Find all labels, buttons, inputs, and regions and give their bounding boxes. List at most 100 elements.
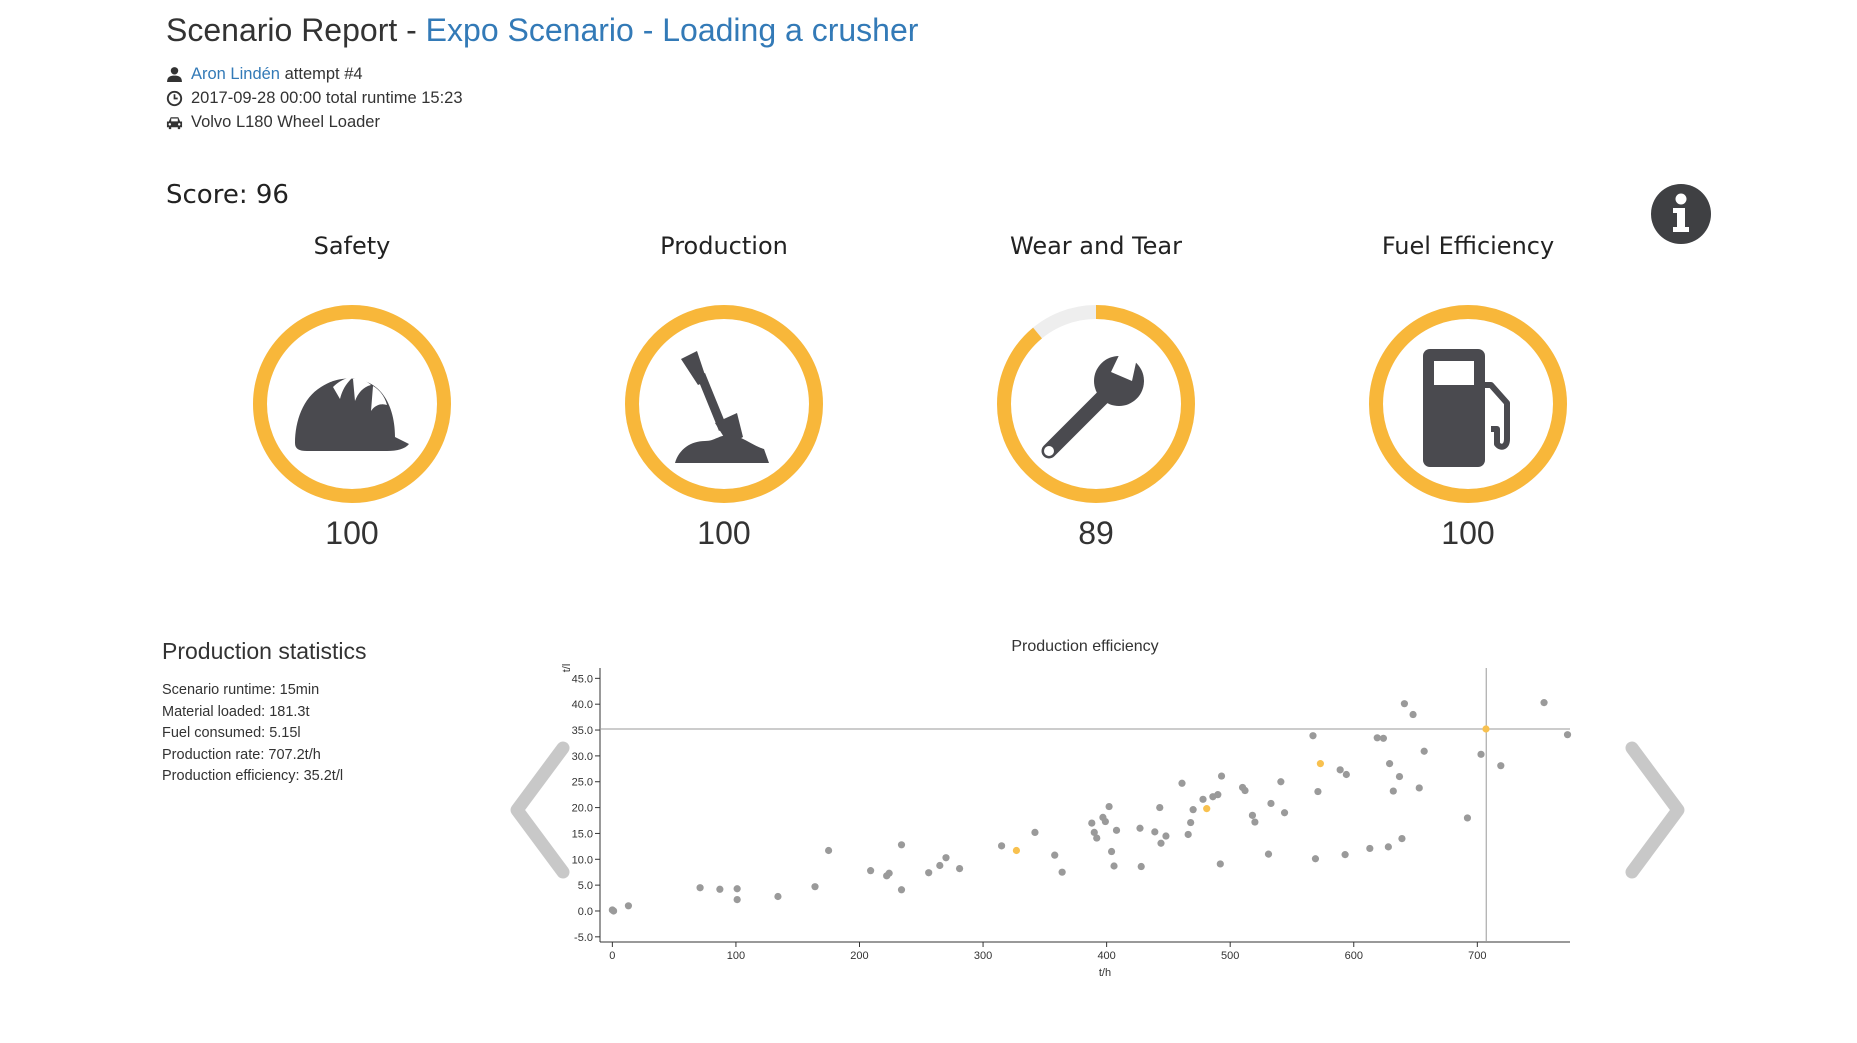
data-point <box>1398 835 1406 843</box>
data-point <box>1101 817 1109 826</box>
category-safety: Safety 100 <box>202 228 502 552</box>
x-tick-label: 600 <box>1345 950 1363 962</box>
data-point <box>1090 828 1098 836</box>
score-ring <box>253 305 451 503</box>
data-point <box>733 896 741 904</box>
attempt-label: attempt #4 <box>284 65 363 83</box>
data-point <box>1178 779 1186 787</box>
data-point <box>1497 762 1505 770</box>
production-statistics-title: Production statistics <box>162 638 367 664</box>
data-point <box>1031 828 1039 836</box>
data-point <box>942 854 950 862</box>
data-point <box>1314 787 1322 796</box>
production-efficiency-chart: Production efficiency t/h t/l 0 100 200 300… <box>561 638 1572 979</box>
data-point <box>1280 809 1289 817</box>
scenario-link[interactable]: Expo Scenario - Loading a crusher <box>425 12 919 48</box>
data-point <box>1264 850 1273 858</box>
data-point <box>1409 710 1417 719</box>
stat-material-loaded: Material loaded: 181.3t <box>162 703 310 720</box>
data-point <box>1107 847 1116 856</box>
data-point <box>955 864 964 873</box>
data-point <box>936 861 944 870</box>
chevron-left-icon <box>510 741 570 879</box>
next-chart-button[interactable] <box>1620 740 1690 880</box>
datetime-text: 2017-09-28 00:00 total runtime 15:23 <box>191 89 463 107</box>
car-icon <box>166 116 183 129</box>
data-point <box>1217 772 1226 780</box>
chart-title: Production efficiency <box>1011 638 1158 655</box>
chart-points <box>608 699 1572 915</box>
data-point <box>1342 770 1350 779</box>
chart-axes: 0 100 200 300 400 500 600 700 -5.0 0.0 5.0 10.0 15.0… <box>572 668 1570 962</box>
data-point <box>1189 806 1197 814</box>
title-prefix: Scenario Report - <box>166 12 426 48</box>
user-link[interactable]: Aron Lindén <box>191 65 280 83</box>
report-meta: Aron Lindén attempt #4 2017-09-28 00:00 … <box>166 62 918 134</box>
data-point <box>1093 834 1101 842</box>
data-point <box>1373 734 1381 742</box>
category-fuel-efficiency: Fuel Efficiency 100 <box>1318 228 1618 552</box>
data-point <box>1366 844 1374 853</box>
x-tick-label: 0 <box>609 950 615 962</box>
data-point <box>1477 750 1485 758</box>
data-point <box>774 892 782 901</box>
data-point <box>1110 862 1118 870</box>
data-point <box>1156 803 1164 812</box>
y-tick-label: 30.0 <box>572 751 593 763</box>
data-point <box>1341 851 1349 859</box>
y-tick-label: 5.0 <box>578 880 593 892</box>
data-point <box>1199 795 1207 803</box>
x-tick-label: 700 <box>1468 950 1486 962</box>
data-point <box>1058 868 1066 876</box>
machine-text: Volvo L180 Wheel Loader <box>191 113 380 131</box>
highlighted-data-point <box>1316 760 1324 768</box>
hard-hat-icon <box>295 377 409 451</box>
x-tick-label: 500 <box>1221 950 1239 962</box>
category-wear-and-tear: Wear and Tear 89 <box>946 228 1246 552</box>
data-point <box>867 867 875 875</box>
data-point <box>1187 818 1195 827</box>
data-point <box>1563 731 1572 739</box>
user-row: Aron Lindén attempt #4 <box>166 62 918 86</box>
data-point <box>1216 860 1224 868</box>
data-point <box>1395 772 1404 781</box>
highlighted-data-point <box>1482 725 1490 733</box>
score-ring <box>1369 305 1567 503</box>
shovel-icon <box>675 351 769 463</box>
category-score: 100 <box>325 515 379 551</box>
info-icon[interactable] <box>1651 184 1711 244</box>
data-point <box>1336 766 1344 774</box>
data-point <box>1277 778 1285 786</box>
report-header: Scenario Report - Expo Scenario - Loadin… <box>166 10 918 134</box>
category-title: Fuel Efficiency <box>1381 232 1555 260</box>
data-point <box>997 842 1006 850</box>
data-point <box>1267 799 1275 808</box>
y-tick-label: 15.0 <box>572 828 593 840</box>
data-point <box>1384 843 1392 851</box>
data-point <box>897 841 906 849</box>
data-point <box>1157 839 1165 847</box>
category-title: Production <box>660 232 788 260</box>
stat-production-efficiency: Production efficiency: 35.2t/l <box>162 768 344 784</box>
data-point <box>1105 802 1113 811</box>
data-point <box>1251 818 1259 826</box>
data-point <box>1540 699 1548 707</box>
stat-fuel-consumed: Fuel consumed: 5.15l <box>162 725 301 741</box>
x-tick-label: 300 <box>974 950 992 962</box>
data-point <box>1309 732 1317 740</box>
x-axis-label: t/h <box>1099 967 1111 979</box>
y-tick-label: 45.0 <box>572 673 593 685</box>
data-point <box>1389 787 1397 795</box>
previous-chart-button[interactable] <box>505 740 575 880</box>
data-point <box>1137 862 1145 871</box>
data-point <box>1385 760 1394 768</box>
y-tick-label: 40.0 <box>572 699 593 711</box>
data-point <box>1162 832 1170 840</box>
data-point <box>897 886 906 894</box>
y-tick-label: 25.0 <box>572 777 593 789</box>
data-point <box>1415 784 1423 792</box>
total-score: Score: 96 <box>166 180 289 210</box>
y-tick-label: 20.0 <box>572 803 593 815</box>
y-tick-label: 35.0 <box>572 725 593 737</box>
data-point <box>1136 824 1144 832</box>
